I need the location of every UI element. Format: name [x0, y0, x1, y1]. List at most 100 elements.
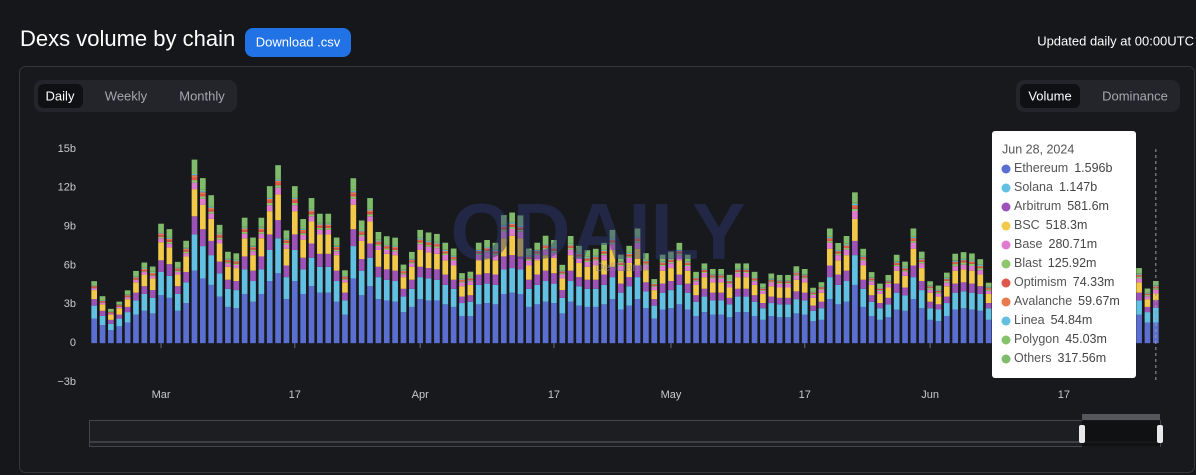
bar-segment	[233, 290, 240, 309]
bar-segment	[584, 256, 591, 258]
bar-segment	[668, 268, 674, 282]
bar-segment	[893, 261, 900, 262]
range-handle[interactable]	[1079, 425, 1085, 443]
bar-segment	[317, 266, 323, 293]
range-slider[interactable]	[89, 420, 1161, 447]
range-selection-bar[interactable]	[1082, 414, 1160, 420]
bar-segment	[367, 243, 373, 258]
bar-segment	[902, 287, 908, 296]
bar-segment	[542, 249, 549, 256]
bar-segment	[826, 237, 833, 239]
bar-segment	[166, 237, 173, 239]
bar-segment	[1144, 293, 1151, 295]
period-option[interactable]: Daily	[46, 88, 75, 103]
bar-segment	[676, 255, 683, 261]
bar-segment	[442, 250, 449, 253]
bar-segment	[567, 246, 574, 249]
bar-segment	[952, 253, 959, 261]
bar-segment	[952, 270, 959, 284]
bar-segment	[743, 269, 750, 271]
bar-segment	[317, 223, 323, 225]
bar-segment	[467, 279, 474, 281]
bar-segment	[818, 287, 825, 288]
chart-card	[19, 66, 1195, 473]
bar-segment	[325, 266, 332, 293]
bar-segment	[835, 284, 842, 305]
bar-segment	[108, 313, 114, 315]
bar-segment	[517, 256, 524, 270]
bar-segment	[450, 260, 457, 266]
bar-segment	[116, 306, 123, 309]
bar-segment	[693, 301, 699, 316]
bar-segment	[425, 252, 432, 269]
bar-segment	[392, 237, 398, 246]
bar-segment	[1136, 300, 1142, 315]
bar-segment	[141, 268, 148, 271]
bar-segment	[693, 271, 699, 278]
tooltip-series-name: Ethereum	[1014, 161, 1068, 175]
range-selection[interactable]	[1082, 420, 1160, 447]
bar-segment	[99, 304, 106, 311]
bar-segment	[651, 318, 658, 344]
bar-segment	[183, 240, 189, 248]
bar-segment	[576, 277, 582, 287]
bar-segment	[383, 269, 390, 280]
bar-segment	[225, 260, 231, 263]
period-option[interactable]: Monthly	[179, 88, 225, 103]
bar-segment	[609, 244, 616, 250]
bar-segment	[283, 230, 290, 239]
bar-segment	[99, 325, 106, 344]
bar-segment	[283, 299, 290, 344]
bar-segment	[709, 282, 716, 293]
bar-segment	[183, 250, 189, 252]
bar-segment	[450, 288, 457, 307]
bar-segment	[592, 279, 599, 289]
range-handle[interactable]	[1157, 425, 1163, 443]
bar-segment	[467, 301, 474, 316]
bar-segment	[643, 308, 649, 344]
mode-option[interactable]: Volume	[1028, 88, 1071, 103]
bar-segment	[776, 280, 783, 282]
bar-segment	[1144, 294, 1151, 296]
bar-segment	[684, 254, 691, 262]
bar-segment	[467, 295, 474, 302]
bar-segment	[166, 240, 173, 242]
bar-segment	[266, 200, 273, 203]
bar-segment	[500, 215, 507, 225]
bar-segment	[852, 240, 858, 256]
bar-segment	[835, 250, 842, 252]
bar-segment	[918, 308, 925, 344]
tooltip-series-name: Optimism	[1014, 275, 1067, 289]
bar-segment	[885, 284, 892, 288]
bar-segment	[592, 257, 599, 260]
download-button-label[interactable]: Download .csv	[256, 34, 341, 49]
bar-segment	[241, 231, 248, 234]
bar-segment	[985, 319, 992, 344]
bar-segment	[367, 210, 373, 213]
bar-segment	[826, 228, 833, 237]
bar-segment	[434, 241, 440, 243]
bar-segment	[467, 280, 474, 282]
bar-segment	[266, 234, 273, 250]
bar-segment	[960, 262, 967, 265]
download-button[interactable]	[245, 28, 351, 57]
bar-segment	[943, 279, 950, 281]
bar-segment	[801, 278, 808, 283]
mode-option[interactable]: Dominance	[1102, 88, 1168, 103]
bar-segment	[191, 159, 198, 173]
tooltip-row: Polygon 45.03m	[1014, 332, 1107, 346]
period-option[interactable]: Weekly	[105, 88, 148, 103]
bar-segment	[835, 255, 842, 261]
bar-segment	[250, 249, 256, 252]
bar-segment	[392, 270, 398, 282]
bar-segment	[308, 221, 315, 244]
bar-segment	[684, 261, 691, 263]
bar-segment	[551, 273, 557, 284]
bar-segment	[960, 261, 967, 263]
bar-segment	[935, 291, 942, 293]
bar-segment	[576, 305, 582, 344]
bar-segment	[149, 273, 156, 275]
bar-segment	[542, 235, 549, 244]
bar-segment	[166, 243, 173, 248]
bar-segment	[526, 265, 532, 280]
